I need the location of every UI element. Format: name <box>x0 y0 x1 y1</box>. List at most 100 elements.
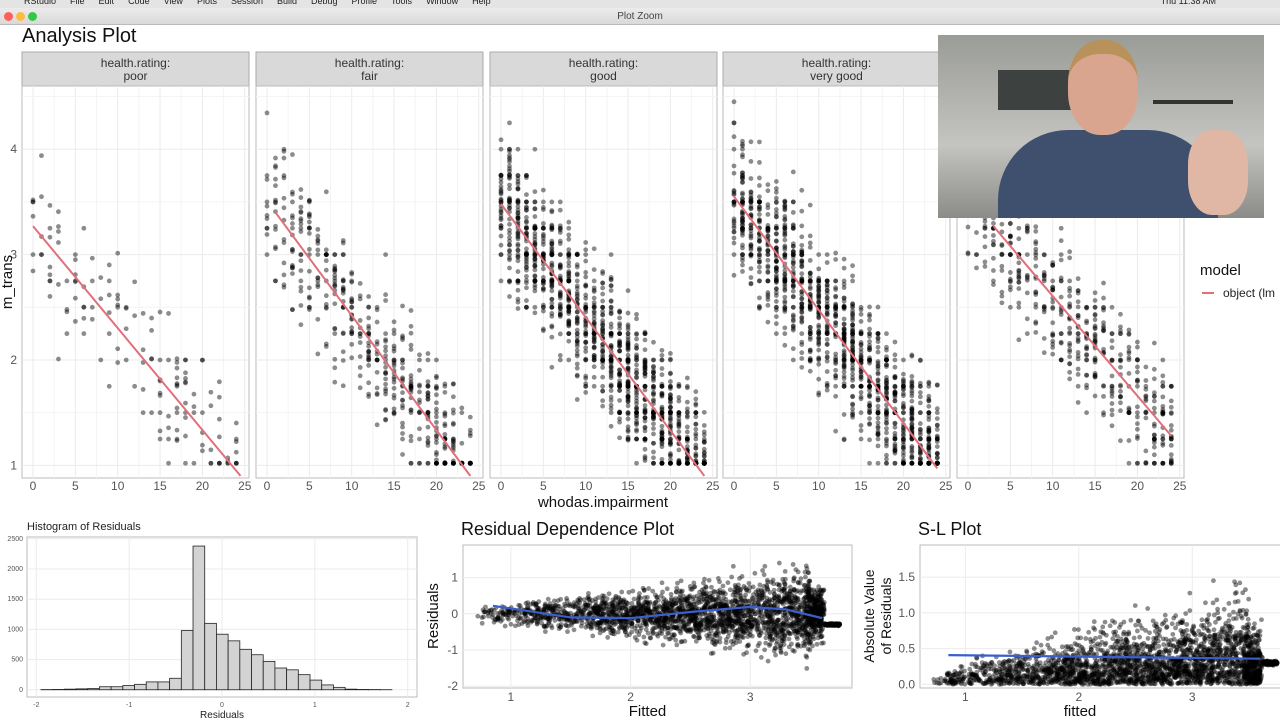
data-point <box>634 375 639 381</box>
data-point <box>884 354 889 360</box>
data-point <box>651 383 656 389</box>
data-point <box>591 267 597 272</box>
menu-rstudio[interactable]: RStudio <box>24 0 57 6</box>
data-point <box>799 301 805 307</box>
data-point <box>591 383 597 389</box>
data-point <box>574 397 580 402</box>
data-point <box>1135 344 1140 350</box>
menu-window[interactable]: Window <box>426 0 459 6</box>
data-point <box>731 235 737 241</box>
data-point <box>332 275 338 281</box>
data-point <box>442 460 448 465</box>
data-point <box>383 344 388 350</box>
data-point <box>833 375 839 381</box>
data-point <box>917 427 923 433</box>
zoom-button[interactable] <box>28 12 37 21</box>
data-point <box>566 273 572 279</box>
data-point <box>174 438 180 443</box>
data-point <box>668 460 673 466</box>
data-point <box>799 350 805 356</box>
data-point <box>748 275 754 280</box>
data-point <box>824 369 830 374</box>
data-point <box>357 296 363 302</box>
menu-session[interactable]: Session <box>230 0 263 6</box>
data-point <box>383 369 388 375</box>
data-point <box>557 238 563 244</box>
data-point <box>782 247 788 252</box>
data-point <box>315 237 321 243</box>
data-point <box>934 436 940 442</box>
data-point <box>858 340 864 345</box>
menu-edit[interactable]: Edit <box>98 0 115 6</box>
menu-debug[interactable]: Debug <box>311 0 338 6</box>
data-point <box>799 208 805 214</box>
data-point <box>290 152 295 157</box>
data-point <box>625 379 631 385</box>
data-point <box>273 278 278 284</box>
menu-build[interactable]: Build <box>276 0 297 6</box>
data-point <box>693 426 699 432</box>
data-point <box>867 342 872 348</box>
data-point <box>1058 312 1064 317</box>
data-point <box>1109 304 1115 310</box>
data-point <box>574 343 580 349</box>
data-point <box>115 296 121 302</box>
menu-tools[interactable]: Tools <box>391 0 413 6</box>
data-point <box>799 264 805 270</box>
menu-code[interactable]: Code <box>128 0 150 6</box>
data-point <box>884 385 889 390</box>
data-point <box>748 222 754 228</box>
data-point <box>332 267 338 273</box>
data-point <box>425 424 431 430</box>
data-point <box>1101 295 1106 301</box>
data-point <box>515 186 521 192</box>
data-point <box>782 252 788 258</box>
data-point <box>608 325 614 330</box>
menu-plots[interactable]: Plots <box>196 0 217 6</box>
menu-help[interactable]: Help <box>472 0 491 6</box>
data-point <box>515 254 521 260</box>
data-point <box>1118 311 1123 317</box>
data-point <box>739 574 745 579</box>
data-point <box>400 333 405 339</box>
data-point <box>450 458 456 464</box>
data-point <box>434 400 439 406</box>
data-point <box>807 270 813 276</box>
data-point <box>323 252 329 258</box>
data-point <box>149 328 154 333</box>
data-point <box>374 357 380 363</box>
menu-file[interactable]: File <box>70 0 85 6</box>
data-point <box>434 386 439 391</box>
data-point <box>174 405 180 411</box>
data-point <box>183 380 188 386</box>
data-point <box>1075 372 1081 377</box>
data-point <box>383 386 388 392</box>
data-point <box>782 199 788 205</box>
facet-strip <box>255 51 484 87</box>
data-point <box>659 383 665 389</box>
data-point <box>566 236 572 242</box>
data-point <box>442 460 448 466</box>
data-point <box>684 399 690 405</box>
close-button[interactable] <box>4 12 13 21</box>
data-point <box>574 351 580 357</box>
facet-strip <box>489 51 718 87</box>
data-point <box>583 331 589 337</box>
data-point <box>450 460 456 466</box>
data-point <box>216 394 222 400</box>
minimize-button[interactable] <box>16 12 25 21</box>
data-point <box>425 410 431 416</box>
data-point <box>1118 394 1123 400</box>
data-point <box>349 325 355 331</box>
data-point <box>1135 364 1140 370</box>
data-point <box>748 189 754 195</box>
data-point <box>693 410 699 416</box>
data-point <box>676 460 682 466</box>
data-point <box>498 215 504 221</box>
menu-view[interactable]: View <box>163 0 183 6</box>
data-point <box>833 383 839 389</box>
data-point <box>1075 299 1081 305</box>
data-point <box>115 302 121 308</box>
data-point <box>1024 316 1030 322</box>
menu-profile[interactable]: Profile <box>351 0 378 6</box>
